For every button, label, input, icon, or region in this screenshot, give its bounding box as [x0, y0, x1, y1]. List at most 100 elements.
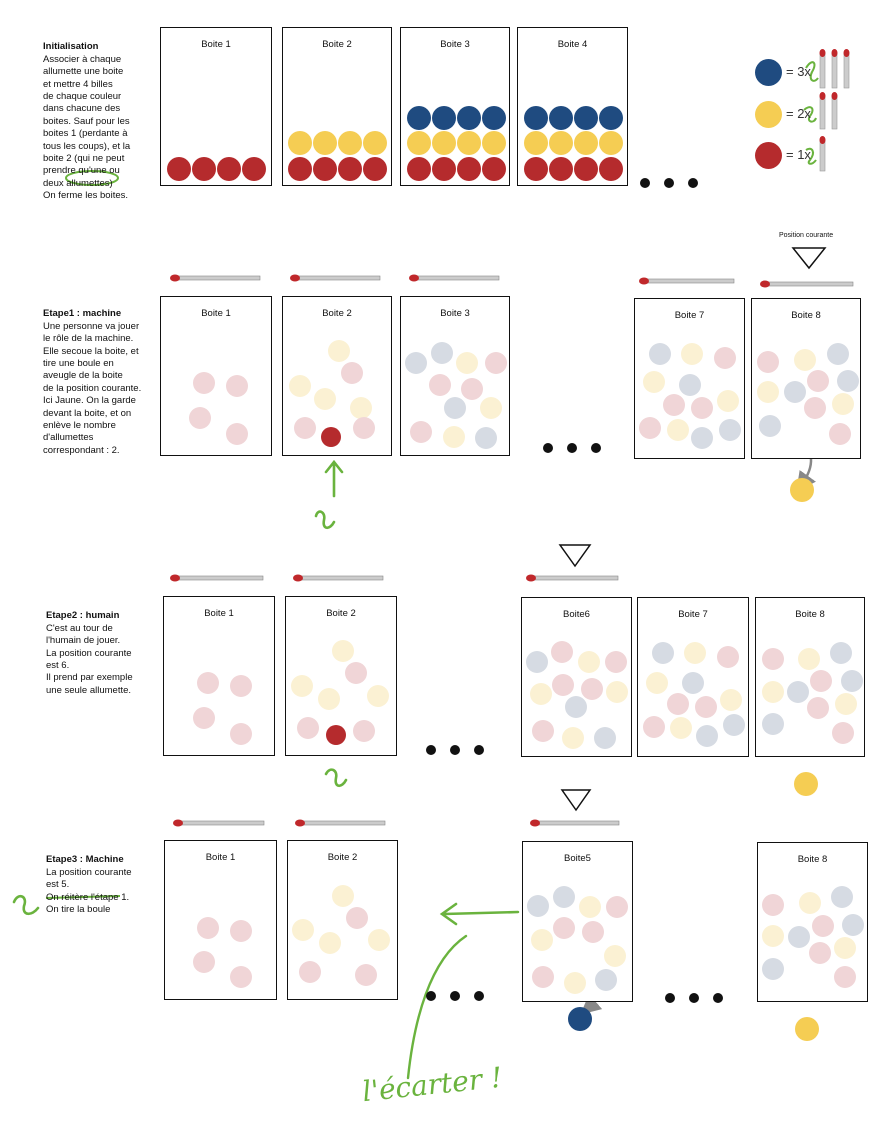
ball [696, 725, 718, 747]
ball [297, 717, 319, 739]
ball [552, 674, 574, 696]
ball [807, 370, 829, 392]
ball [482, 106, 506, 130]
ball [784, 381, 806, 403]
ball [291, 675, 313, 697]
ball [350, 397, 372, 419]
ball [197, 917, 219, 939]
ball [197, 672, 219, 694]
ball [292, 919, 314, 941]
ball [762, 894, 784, 916]
ball [670, 717, 692, 739]
ball [482, 157, 506, 181]
ball [717, 390, 739, 412]
ball [574, 157, 598, 181]
ball [368, 929, 390, 951]
ball [294, 417, 316, 439]
ball [667, 693, 689, 715]
ball [582, 921, 604, 943]
ball [480, 397, 502, 419]
ball [605, 651, 627, 673]
ball [841, 670, 863, 692]
ball [230, 920, 252, 942]
ball [762, 958, 784, 980]
strike-line [45, 895, 121, 899]
ball [353, 417, 375, 439]
highlight-ellipse [65, 170, 119, 186]
ball [679, 374, 701, 396]
ball [193, 707, 215, 729]
ball [353, 720, 375, 742]
ball [667, 419, 689, 441]
ball [217, 157, 241, 181]
ball [757, 351, 779, 373]
ball [549, 131, 573, 155]
ball [684, 642, 706, 664]
ball [581, 678, 603, 700]
box-title: Boite 2 [322, 308, 352, 319]
green-arrow-icon [439, 902, 520, 926]
etape2-text: Etape2 : humain C'est au tour de l'humain… [46, 598, 161, 697]
two-matches-icon [819, 92, 838, 130]
ball [564, 972, 586, 994]
green-arrow-icon [324, 459, 344, 498]
legend-scribble [803, 106, 817, 123]
ball [230, 675, 252, 697]
ball [595, 969, 617, 991]
ball [639, 417, 661, 439]
ball [457, 131, 481, 155]
ball [565, 696, 587, 718]
ball [443, 426, 465, 448]
drawn-ball [326, 725, 346, 745]
ball [193, 372, 215, 394]
ball [812, 915, 834, 937]
ball [649, 343, 671, 365]
ball [788, 926, 810, 948]
ball [226, 375, 248, 397]
ball [532, 720, 554, 742]
box-title: Boite 7 [674, 310, 705, 321]
ball [762, 648, 784, 670]
match-icons [170, 274, 854, 827]
ball [475, 427, 497, 449]
ball [532, 966, 554, 988]
initialisation-body: Associer à chaque allumette une boite et… [43, 53, 131, 202]
ball [524, 131, 548, 155]
ball [695, 696, 717, 718]
ball [526, 651, 548, 673]
ball [314, 388, 336, 410]
ball [485, 352, 507, 374]
ball [429, 374, 451, 396]
ball [830, 642, 852, 664]
ball [527, 895, 549, 917]
ball [682, 672, 704, 694]
ball [193, 951, 215, 973]
ball [837, 370, 859, 392]
ball [646, 672, 668, 694]
box-title: Boite 8 [797, 854, 828, 865]
box: Boite 1 [164, 840, 277, 1000]
ball [553, 917, 575, 939]
ball [578, 651, 600, 673]
ball [192, 157, 216, 181]
ball [346, 907, 368, 929]
ball [549, 157, 573, 181]
ball [363, 131, 387, 155]
ball [691, 397, 713, 419]
box-title: Boite 8 [795, 609, 825, 620]
ball [652, 642, 674, 664]
ball [834, 966, 856, 988]
ball [431, 342, 453, 364]
ball [319, 932, 341, 954]
ball [432, 106, 456, 130]
ball [832, 393, 854, 415]
drawn-ball [790, 478, 814, 502]
ball [288, 157, 312, 181]
ball [720, 689, 742, 711]
ball [757, 381, 779, 403]
ball [562, 727, 584, 749]
ball [832, 722, 854, 744]
ball [524, 157, 548, 181]
ball [834, 937, 856, 959]
ball [831, 886, 853, 908]
